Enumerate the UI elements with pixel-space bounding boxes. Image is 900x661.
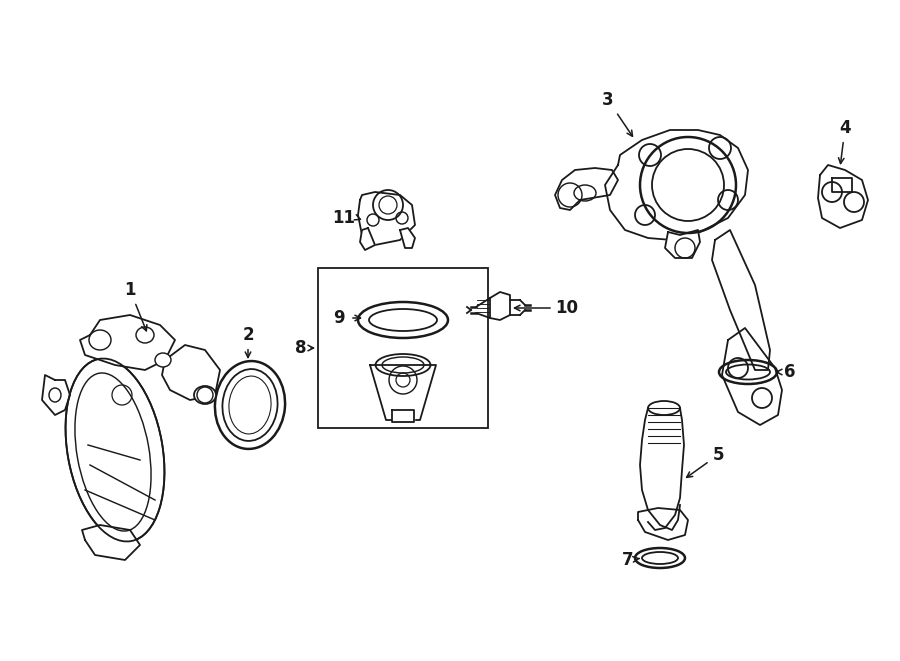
Text: 9: 9: [333, 309, 345, 327]
Bar: [318, 268, 488, 428]
Ellipse shape: [66, 358, 165, 541]
Polygon shape: [638, 508, 688, 540]
Polygon shape: [370, 365, 436, 420]
Polygon shape: [80, 315, 175, 370]
Polygon shape: [832, 178, 852, 192]
Polygon shape: [712, 230, 770, 370]
Polygon shape: [605, 130, 748, 240]
Polygon shape: [42, 375, 70, 415]
Text: 8: 8: [294, 339, 306, 357]
Text: 7: 7: [622, 551, 640, 569]
Text: 2: 2: [242, 326, 254, 358]
Polygon shape: [818, 165, 868, 228]
Ellipse shape: [375, 354, 430, 376]
Polygon shape: [400, 228, 415, 248]
Ellipse shape: [194, 386, 216, 404]
Ellipse shape: [89, 330, 111, 350]
Polygon shape: [360, 228, 375, 250]
Polygon shape: [555, 168, 618, 210]
Polygon shape: [490, 292, 510, 320]
Text: 10: 10: [555, 299, 578, 317]
Text: 1: 1: [124, 281, 147, 331]
Polygon shape: [665, 230, 700, 258]
Polygon shape: [162, 345, 220, 400]
Text: 5: 5: [687, 446, 724, 477]
Ellipse shape: [136, 327, 154, 343]
Polygon shape: [358, 192, 415, 245]
Polygon shape: [82, 525, 140, 560]
Text: 6: 6: [777, 363, 796, 381]
Ellipse shape: [155, 353, 171, 367]
Polygon shape: [392, 410, 414, 422]
Text: 4: 4: [839, 119, 850, 163]
Text: 11: 11: [332, 209, 355, 227]
Polygon shape: [722, 328, 782, 425]
Text: 3: 3: [602, 91, 633, 136]
